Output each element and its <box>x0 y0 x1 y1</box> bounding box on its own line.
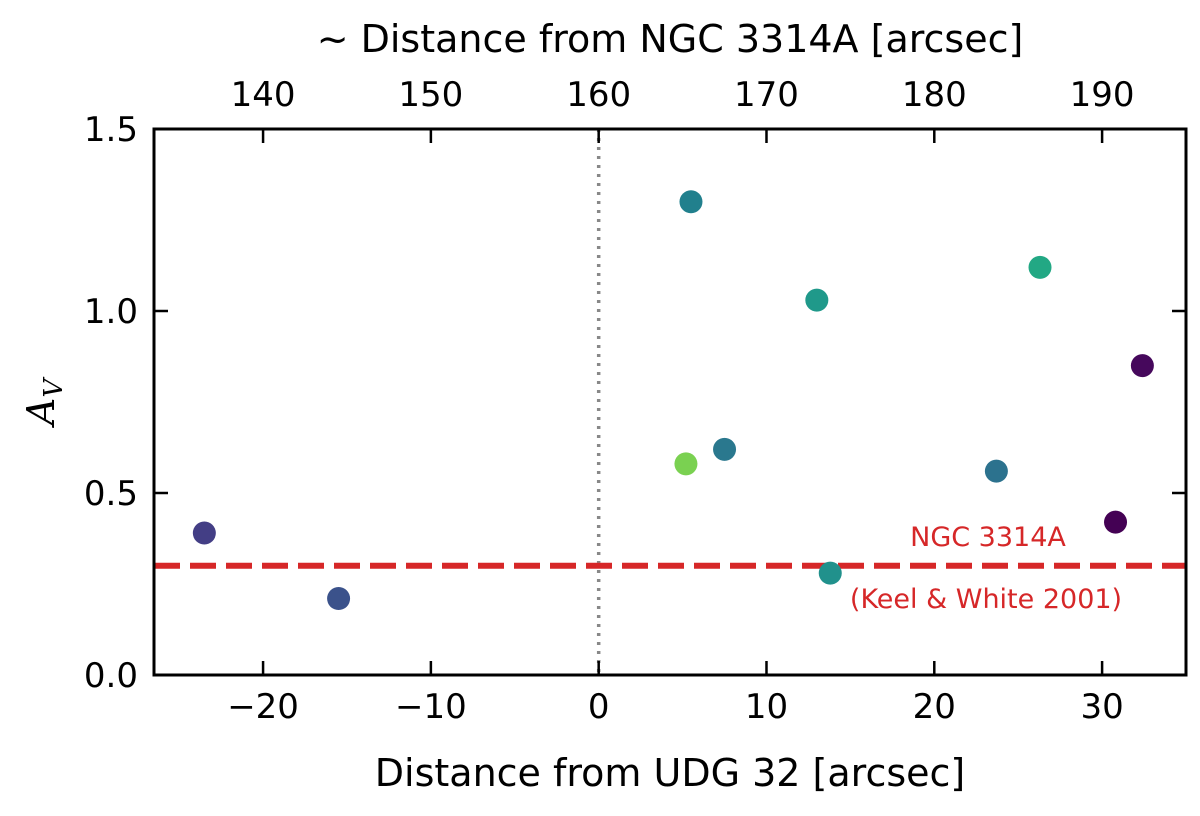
x-axis-label: Distance from UDG 32 [arcsec] <box>375 751 965 795</box>
x-tick-label: 0 <box>588 687 610 727</box>
data-point <box>1130 354 1154 378</box>
y-tick-label: 1.5 <box>84 110 138 150</box>
reference-lines <box>154 129 1186 675</box>
x-tick-label: −10 <box>395 687 467 727</box>
data-points <box>192 190 1154 611</box>
y-axis-label: AV <box>19 377 69 428</box>
plot-frame <box>152 127 1188 677</box>
y-tick-label: 0.5 <box>84 474 138 514</box>
y-axis-label-main: A <box>19 398 63 428</box>
y-axis-label-subscript: V <box>39 377 69 398</box>
axis-ticks: −20 −10 0 10 20 30 0.0 0.5 1.0 1.5 140 150 160 170 180… <box>84 75 1186 727</box>
x-tick-label: −20 <box>227 687 299 727</box>
top-x-tick-label: 190 <box>1070 75 1135 115</box>
data-point <box>192 521 216 545</box>
y-tick-label: 0.0 <box>84 656 138 696</box>
top-x-tick-label: 150 <box>398 75 463 115</box>
data-point <box>679 190 703 214</box>
data-point <box>674 452 698 476</box>
top-x-tick-label: 180 <box>902 75 967 115</box>
x-tick-label: 30 <box>1080 687 1123 727</box>
data-point <box>818 561 842 585</box>
reference-annotation-name: NGC 3314A <box>910 522 1066 553</box>
top-x-tick-label: 170 <box>734 75 799 115</box>
top-x-tick-label: 140 <box>231 75 296 115</box>
data-point <box>1104 510 1128 534</box>
y-tick-label: 1.0 <box>84 292 138 332</box>
data-point <box>805 288 829 312</box>
top-x-tick-label: 160 <box>566 75 631 115</box>
x-tick-label: 20 <box>913 687 956 727</box>
top-x-axis-label: ~ Distance from NGC 3314A [arcsec] <box>317 17 1024 61</box>
data-point <box>1028 255 1052 279</box>
reference-annotation-source: (Keel & White 2001) <box>850 584 1122 615</box>
data-point <box>713 437 737 461</box>
data-point <box>984 459 1008 483</box>
x-tick-label: 10 <box>745 687 788 727</box>
data-point <box>327 587 351 611</box>
